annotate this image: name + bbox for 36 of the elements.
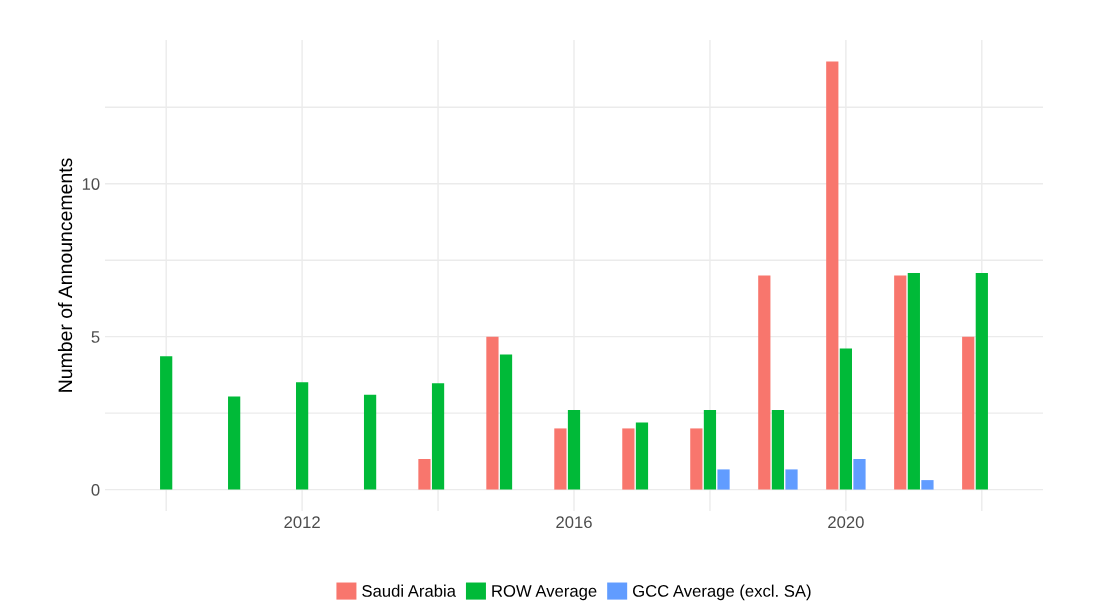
bar [418, 459, 431, 490]
bar [785, 469, 798, 490]
bar [907, 273, 920, 490]
y-tick-label: 5 [91, 331, 100, 343]
bar [894, 275, 907, 490]
y-tick-label: 10 [82, 178, 100, 190]
bar [486, 336, 499, 490]
bar [839, 348, 852, 490]
bar [228, 396, 241, 490]
legend-label: ROW Average [492, 585, 597, 601]
bar [771, 410, 785, 490]
bar [635, 422, 649, 490]
y-axis-title: Number of Announcements [57, 158, 73, 392]
bar [853, 459, 866, 490]
legend-label: Saudi Arabia [362, 584, 456, 597]
bar [962, 336, 975, 490]
bar [567, 410, 581, 490]
bar [622, 428, 635, 490]
bar [554, 428, 567, 490]
bar [296, 382, 309, 490]
bar [975, 273, 988, 490]
bar [499, 354, 513, 490]
bar [431, 383, 445, 490]
bar [826, 61, 839, 490]
legend-label: GCC Average (excl. SA) [633, 584, 811, 601]
x-tick-label: 2016 [556, 516, 592, 529]
x-tick-label: 2020 [828, 516, 864, 529]
bar [703, 410, 717, 490]
bar [921, 480, 934, 490]
bar [690, 428, 703, 490]
bar [160, 356, 173, 490]
x-tick-label: 2012 [284, 516, 320, 529]
y-tick-label: 0 [91, 483, 100, 496]
bar [758, 275, 771, 490]
bar [363, 394, 377, 490]
bar [717, 469, 730, 490]
